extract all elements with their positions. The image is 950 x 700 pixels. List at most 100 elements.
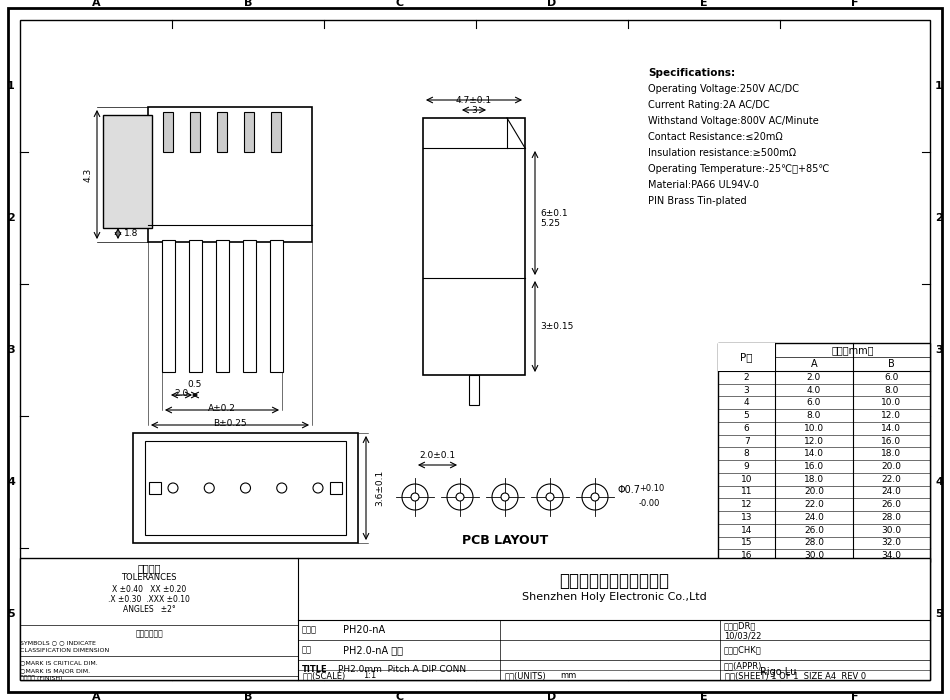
Text: 11: 11 [741,487,752,496]
Text: 单位(UNITS): 单位(UNITS) [505,671,547,680]
Text: 2.0: 2.0 [175,389,189,398]
Text: 16.0: 16.0 [882,437,902,445]
Bar [163,112,173,152]
Text: ○MARK IS CRITICAL DIM.: ○MARK IS CRITICAL DIM. [20,661,98,666]
Bar [469,375,479,405]
Text: 5: 5 [8,609,15,619]
Text: SYMBOLS ○ ○ INDICATE: SYMBOLS ○ ○ INDICATE [20,640,96,645]
Text: 4.0: 4.0 [807,386,821,395]
Text: 4: 4 [744,398,750,407]
Bar [330,482,342,494]
Text: 7: 7 [744,437,750,445]
Bar [145,441,346,535]
Bar [189,240,202,372]
Text: B: B [244,692,252,700]
Text: 10.0: 10.0 [882,398,902,407]
Circle shape [313,483,323,493]
Text: TOLERANCES: TOLERANCES [122,573,177,582]
Text: 22.0: 22.0 [882,475,902,484]
Text: 15: 15 [741,538,752,547]
Text: 深圳市宏利电子有限公司: 深圳市宏利电子有限公司 [559,572,669,590]
Text: 8.0: 8.0 [884,386,899,395]
Bar [149,482,161,494]
Text: 14.0: 14.0 [804,449,824,459]
Text: X ±0.40   XX ±0.20: X ±0.40 XX ±0.20 [112,584,186,594]
Text: 14: 14 [741,526,752,535]
Text: 34.0: 34.0 [882,551,902,560]
Text: 1: 1 [935,81,942,91]
Text: 3: 3 [744,386,750,395]
Bar [244,112,254,152]
Text: 核准(APPR): 核准(APPR) [724,662,762,671]
Text: Contact Resistance:≤20mΩ: Contact Resistance:≤20mΩ [648,132,783,142]
Text: 8.0: 8.0 [807,411,821,420]
Bar [423,118,525,375]
Text: 张数(SHEET) 1 OF 1  SIZE A4  REV 0: 张数(SHEET) 1 OF 1 SIZE A4 REV 0 [725,671,866,680]
Bar [270,240,283,372]
Text: 检验尺寸标示: 检验尺寸标示 [135,629,162,638]
Text: 3: 3 [935,345,942,355]
Text: PIN Brass Tin-plated: PIN Brass Tin-plated [648,196,747,206]
Text: 2.0: 2.0 [807,373,821,382]
Bar [243,240,256,372]
Text: B±0.25: B±0.25 [213,419,247,428]
Text: 工程号: 工程号 [302,626,317,634]
Text: 14.0: 14.0 [882,424,902,433]
Text: 28.0: 28.0 [882,513,902,522]
Text: 12: 12 [741,500,752,509]
Bar [271,112,281,152]
Text: 6: 6 [744,424,750,433]
Text: D: D [547,692,557,700]
Text: 1.8: 1.8 [124,229,139,238]
Text: 表面处理 (FINISH): 表面处理 (FINISH) [20,676,63,681]
Text: 6.0: 6.0 [807,398,821,407]
Text: 一般公差: 一般公差 [137,563,161,573]
Text: E: E [700,0,708,8]
Bar [216,240,229,372]
Text: 32.0: 32.0 [882,538,902,547]
Text: 12.0: 12.0 [804,437,824,445]
Text: A: A [810,359,817,369]
Text: CLASSIFICATION DIMENSION: CLASSIFICATION DIMENSION [20,648,109,654]
Circle shape [276,483,287,493]
Text: 10.0: 10.0 [804,424,824,433]
Text: C: C [396,692,404,700]
Text: 5: 5 [744,411,750,420]
Text: .X ±0.30  .XXX ±0.10: .X ±0.30 .XXX ±0.10 [108,594,190,603]
Text: B: B [888,359,895,369]
Text: +0.10: +0.10 [639,484,664,493]
Text: TITLE: TITLE [302,666,328,675]
Circle shape [447,484,473,510]
Circle shape [546,493,554,501]
Text: 比例(SCALE): 比例(SCALE) [303,671,346,680]
Circle shape [411,493,419,501]
Text: PH20-nA: PH20-nA [343,625,385,635]
Bar [148,107,312,242]
Circle shape [492,484,518,510]
Text: 1: 1 [8,81,15,91]
Text: F: F [851,692,859,700]
Text: A: A [92,0,101,8]
Text: 20.0: 20.0 [882,462,902,471]
Text: D: D [547,0,557,8]
Text: 26.0: 26.0 [882,500,902,509]
Circle shape [591,493,599,501]
Circle shape [501,493,509,501]
Text: 9: 9 [744,462,750,471]
Text: 13: 13 [741,513,752,522]
Text: P数: P数 [740,352,752,362]
Text: PH2.0-nA 直针: PH2.0-nA 直针 [343,645,403,655]
Text: 0.5: 0.5 [188,380,202,389]
Text: 16.0: 16.0 [804,462,824,471]
Text: E: E [700,692,708,700]
Bar [190,112,200,152]
Bar [133,433,358,543]
Text: 4: 4 [935,477,943,487]
Text: F: F [851,0,859,8]
Circle shape [168,483,178,493]
Text: A: A [92,692,101,700]
Text: PH2.0mm  Pitch A DIP CONN: PH2.0mm Pitch A DIP CONN [338,666,466,675]
Text: 2: 2 [8,213,15,223]
Text: 3: 3 [8,345,15,355]
Text: 3.6±0.1: 3.6±0.1 [375,470,385,506]
